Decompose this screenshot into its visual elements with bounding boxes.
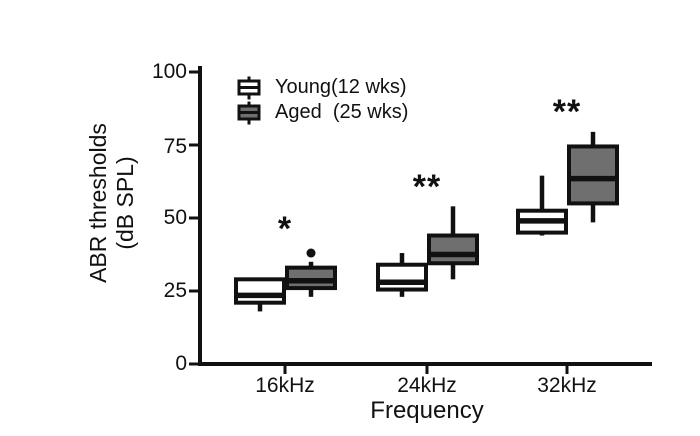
box-aged-32kHz (567, 144, 619, 206)
y-axis-title-line1: ABR thresholds (85, 123, 111, 283)
legend-item-young: Young(12 wks) (236, 75, 408, 100)
legend: Young(12 wks) Aged (25 wks) (236, 75, 408, 125)
y-tick-label-100: 100 (151, 60, 187, 83)
box-aged-24kHz (427, 233, 479, 266)
legend-label-aged: Aged (25 wks) (275, 101, 409, 123)
legend-label-young: Young(12 wks) (275, 76, 407, 98)
y-tick-label-0: 0 (175, 352, 187, 375)
boxplot-swatch-young-icon (237, 76, 261, 99)
y-axis-title: ABR thresholds (dB SPL) (85, 123, 139, 283)
significance-marker-24khz: ** (412, 168, 442, 206)
significance-marker-16khz: * (277, 210, 293, 248)
legend-item-aged: Aged (25 wks) (236, 100, 408, 125)
box-young-24kHz (376, 262, 428, 292)
y-tick-label-25: 25 (163, 279, 187, 302)
y-tick-label-75: 75 (163, 135, 187, 158)
x-tick-label-16khz: 16kHz (255, 374, 315, 397)
x-tick-label-32khz: 32kHz (537, 374, 597, 397)
x-axis-title: Frequency (370, 397, 484, 424)
x-tick-label-24khz: 24kHz (397, 374, 457, 397)
boxplot-swatch-aged-icon (237, 101, 261, 124)
box-young-16kHz (234, 277, 286, 305)
box-aged-16kHz (285, 265, 337, 291)
significance-marker-32khz: ** (552, 93, 582, 131)
y-tick-label-50: 50 (163, 206, 187, 229)
outlier-aged-16kHz (306, 248, 316, 258)
